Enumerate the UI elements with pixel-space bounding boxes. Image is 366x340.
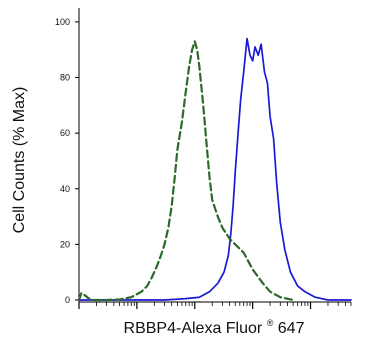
y-axis-title: Cell Counts (% Max) [11, 87, 28, 234]
x-axis [78, 302, 352, 309]
y-tick-label: 60 [60, 128, 70, 138]
y-tick-label: 80 [60, 73, 70, 83]
y-axis: 0 20 40 60 80 100 [55, 17, 79, 305]
series-line-dashed [77, 40, 295, 302]
x-axis-title: RBBP4-Alexa Fluor ® 647 [124, 313, 305, 337]
x-axis-title-registered-mark: ® [267, 318, 274, 328]
series-line-solid [78, 37, 352, 301]
plot-frame [78, 8, 351, 303]
y-tick-label: 40 [60, 184, 70, 194]
x-axis-title-main: RBBP4-Alexa Fluor [124, 320, 263, 337]
series-layer [77, 37, 352, 302]
y-tick-label: 100 [55, 17, 70, 27]
y-tick-label: 0 [65, 295, 70, 305]
y-tick-label: 20 [60, 239, 70, 249]
x-axis-title-suffix: 647 [278, 320, 305, 337]
